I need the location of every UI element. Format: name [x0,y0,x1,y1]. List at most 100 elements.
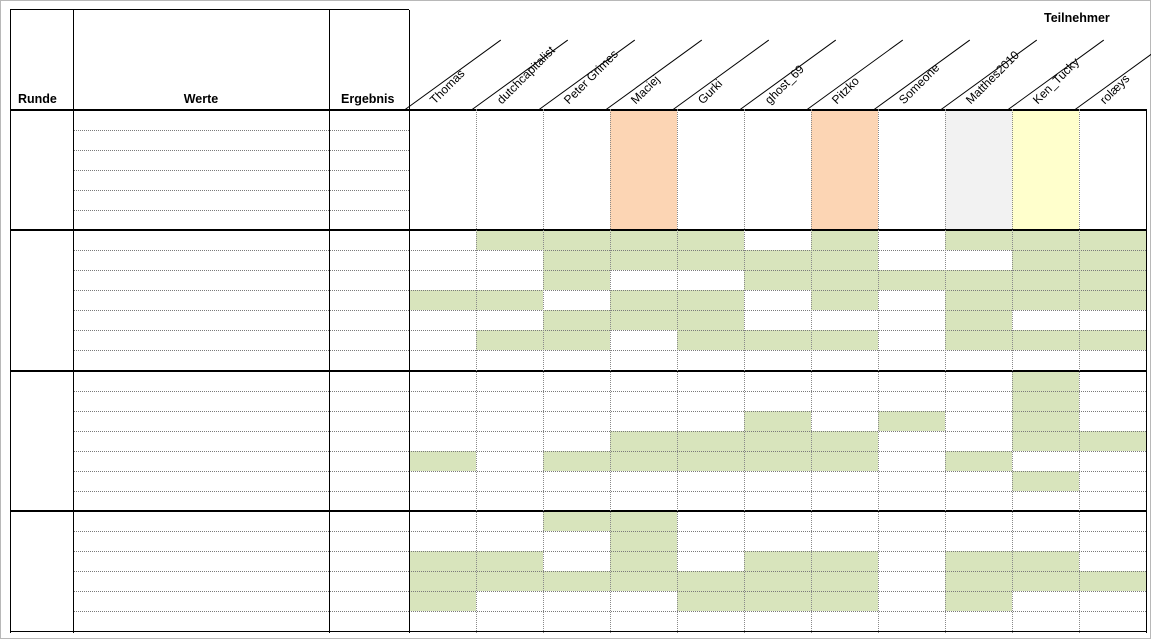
asset-result-value [332,130,407,150]
prediction-cell [1079,371,1146,391]
asset-name [76,190,328,210]
prediction-cell [476,230,543,250]
prediction-cell [409,391,476,411]
row-divider [409,290,1146,291]
prediction-cell [543,591,610,611]
score-cell [1079,170,1146,230]
prediction-cell [811,391,878,411]
prediction-cell [1079,571,1146,591]
asset-result-value [332,230,407,250]
prediction-cell [1012,371,1079,391]
points-cell [1012,110,1079,170]
asset-name [76,591,328,611]
prediction-cell [1079,270,1146,290]
asset-result-value [332,190,407,210]
asset-name [76,290,328,310]
prediction-cell [677,330,744,350]
prediction-cell [409,431,476,451]
row-divider [409,551,1146,552]
prediction-cell [878,551,945,571]
prediction-cell [476,310,543,330]
prediction-cell [945,531,1012,551]
header-runde: Runde [18,92,57,106]
prediction-cell [409,230,476,250]
prediction-cell [1079,451,1146,471]
asset-result-value [332,110,407,130]
participant-column-divider [811,109,812,633]
row-divider [73,210,409,211]
participant-name: ghost_69 [762,62,807,107]
prediction-cell [811,591,878,611]
prediction-cell [610,371,677,391]
row-divider [73,250,409,251]
prediction-cell [878,431,945,451]
prediction-cell [1012,531,1079,551]
row-divider [409,250,1146,251]
prediction-cell [878,270,945,290]
prediction-cell [744,511,811,531]
participant-name: Matthes2010 [963,47,1022,107]
row-divider [73,150,409,151]
prediction-cell [610,431,677,451]
participant-name: dutchcapitalist [494,43,558,107]
prediction-cell [409,571,476,591]
prediction-cell [744,310,811,330]
points-cell [476,110,543,170]
row-divider [73,290,409,291]
prediction-cell [543,511,610,531]
prediction-cell [476,471,543,491]
asset-result-value [332,411,407,431]
asset-result-value [332,431,407,451]
prediction-cell [1079,431,1146,451]
prediction-cell [1079,290,1146,310]
prediction-cell [1012,451,1079,471]
prediction-cell [1079,511,1146,531]
row-divider [73,170,409,171]
prediction-cell [945,411,1012,431]
asset-name [76,350,328,370]
prediction-cell [409,511,476,531]
prediction-cell [677,371,744,391]
prediction-cell [945,371,1012,391]
prediction-cell [476,270,543,290]
prediction-cell [945,431,1012,451]
prediction-cell [811,431,878,451]
asset-name [76,411,328,431]
prediction-cell [409,611,476,631]
prediction-cell [811,371,878,391]
prediction-cell [878,411,945,431]
prediction-cell [878,330,945,350]
prediction-cell [744,391,811,411]
prediction-cell [744,471,811,491]
asset-result-value [332,551,407,571]
prediction-cell [1012,571,1079,591]
score-cell [610,170,677,230]
prediction-cell [1012,310,1079,330]
participant-name: Someone [896,60,943,107]
row-divider [73,571,409,572]
row-divider [73,551,409,552]
row-divider [73,591,409,592]
prediction-cell [677,531,744,551]
asset-result-value [332,150,407,170]
asset-result-value [332,290,407,310]
row-divider [73,451,409,452]
row-divider [73,491,409,492]
prediction-cell [610,270,677,290]
prediction-cell [409,411,476,431]
prediction-cell [677,511,744,531]
prediction-cell [610,330,677,350]
prediction-cell [476,551,543,571]
prediction-cell [945,611,1012,631]
prediction-cell [1012,551,1079,571]
row-divider [409,491,1146,492]
asset-name [76,270,328,290]
column-divider [409,10,410,633]
prediction-cell [610,310,677,330]
score-cell [677,170,744,230]
asset-name [76,130,328,150]
prediction-cell [945,330,1012,350]
prediction-cell [811,230,878,250]
prediction-cell [744,411,811,431]
prediction-cell [476,330,543,350]
